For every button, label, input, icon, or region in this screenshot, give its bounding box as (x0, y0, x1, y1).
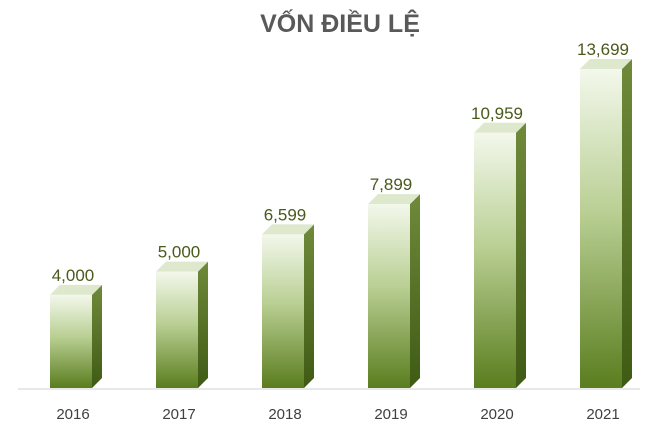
data-label-2016: 4,000 (52, 266, 95, 285)
bar-front-2018 (262, 234, 304, 388)
bar-top-2021 (580, 59, 632, 70)
bar-front-2019 (368, 204, 410, 388)
x-tick-label-2016: 2016 (56, 406, 89, 423)
bar-top-2020 (474, 122, 526, 133)
chart-title: VỐN ĐIỀU LỆ (260, 8, 420, 38)
bar-2016 (50, 284, 102, 388)
x-tick-label-2021: 2021 (586, 406, 619, 423)
bar-2021 (580, 59, 632, 388)
bar-2018 (262, 224, 314, 388)
bar-front-2016 (50, 294, 92, 388)
bar-2019 (368, 194, 420, 388)
data-label-2017: 5,000 (158, 243, 201, 262)
x-tick-label-2018: 2018 (268, 406, 301, 423)
bar-2017 (156, 261, 208, 388)
bar-side-2020 (516, 122, 526, 388)
bar-side-2019 (410, 194, 420, 388)
data-label-2020: 10,959 (471, 104, 523, 123)
tick-labels-group: 2016 2017 2018 2019 2020 2021 (56, 406, 619, 423)
bar-side-2018 (304, 224, 314, 388)
bar-top-2017 (156, 261, 208, 272)
bar-side-2021 (622, 59, 632, 388)
x-tick-label-2020: 2020 (480, 406, 513, 423)
bar-top-2018 (262, 224, 314, 235)
bars-group (50, 59, 632, 388)
bar-front-2017 (156, 271, 198, 388)
bar-2020 (474, 122, 526, 388)
bar-front-2020 (474, 132, 516, 388)
data-label-2019: 7,899 (370, 175, 413, 194)
bar-side-2017 (198, 261, 208, 388)
data-label-2018: 6,599 (264, 205, 307, 224)
x-tick-label-2017: 2017 (162, 406, 195, 423)
bar-top-2016 (50, 284, 102, 295)
bar-side-2016 (92, 284, 102, 388)
data-label-2021: 13,699 (577, 40, 629, 59)
data-labels-group: 4,000 5,000 6,599 7,899 10,959 13,699 (52, 40, 629, 285)
bar-front-2021 (580, 69, 622, 388)
x-tick-label-2019: 2019 (374, 406, 407, 423)
bar-top-2019 (368, 194, 420, 205)
